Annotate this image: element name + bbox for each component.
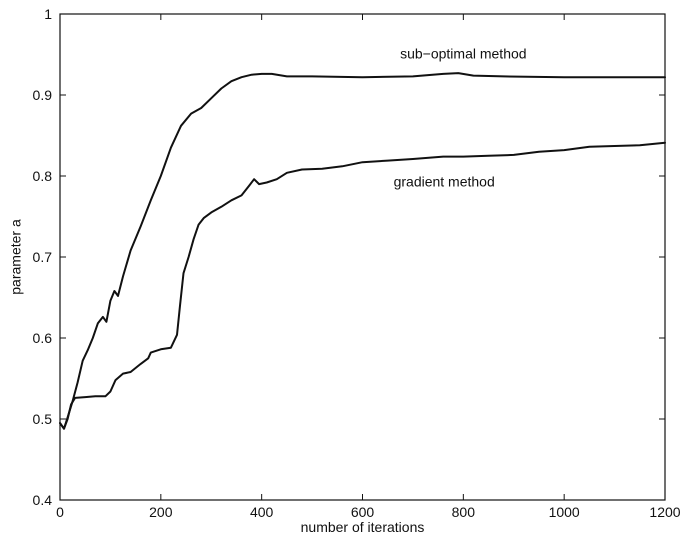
x-tick-label: 800 [452,504,476,520]
x-tick-label: 200 [149,504,173,520]
y-tick-label: 0.4 [33,492,53,508]
x-tick-label: 600 [351,504,375,520]
y-tick-label: 0.9 [33,87,53,103]
x-tick-label: 400 [250,504,274,520]
y-tick-label: 0.5 [33,411,53,427]
y-tick-label: 1 [44,6,52,22]
sub-optimal-method-line [59,72,666,430]
x-tick-label: 0 [56,504,64,520]
plot-area: 0 200 400 600 800 1000 1200 0.4 0.5 0.6 0.7 0.8 0.9 1… [33,6,681,520]
y-tick-label: 0.6 [33,330,53,346]
y-tick-label: 0.7 [33,249,53,265]
x-tick-label: 1000 [549,504,580,520]
gradient-method-line [59,141,666,430]
annotation-label: gradient method [394,174,495,190]
annotation-label: sub−optimal method [400,46,526,62]
x-axis-label: number of iterations [301,519,425,535]
x-tick-label: 1200 [649,504,680,520]
y-tick-label: 0.8 [33,168,53,184]
y-axis-label: parameter a [8,219,24,295]
